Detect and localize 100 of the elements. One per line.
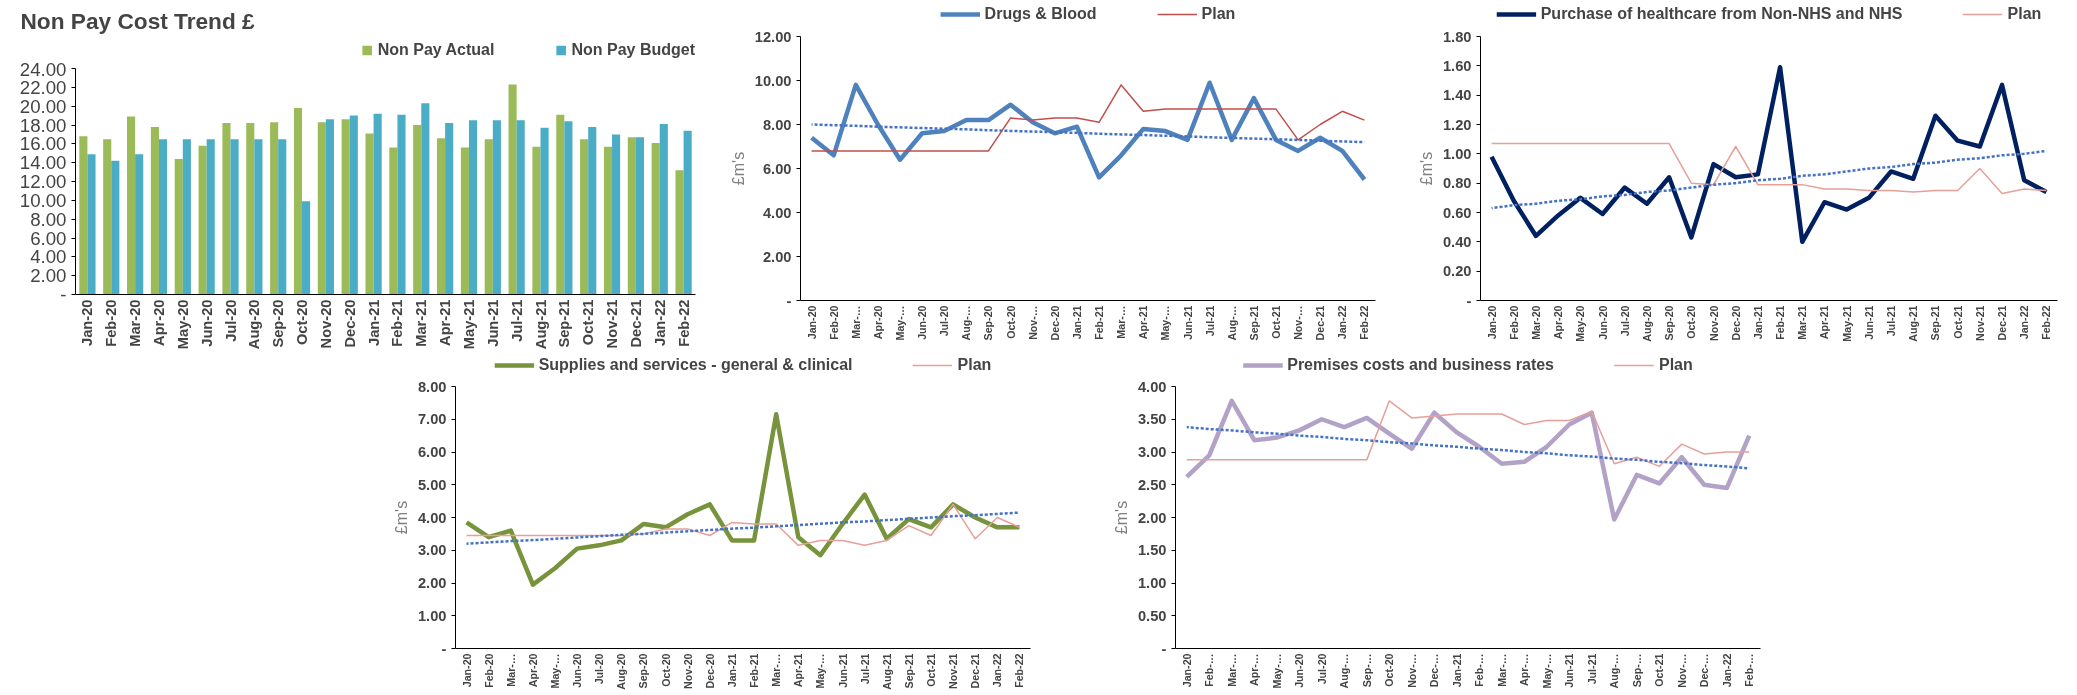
x-tick-label: Jun-20 [571, 653, 584, 688]
x-tick-label: Feb-22 [1358, 305, 1371, 340]
legend-label: Non Pay Actual [377, 41, 495, 59]
y-tick-label: - [1161, 640, 1167, 657]
bar [468, 120, 478, 295]
bar [79, 136, 88, 295]
legend-label: Plan [1201, 5, 1236, 23]
x-tick-label: Aug-… [1225, 305, 1238, 341]
x-tick-label: Dec-21 [627, 299, 644, 348]
x-tick-label: Dec-21 [1314, 305, 1327, 341]
y-tick-label: 1.40 [1442, 87, 1472, 104]
y-tick-label: 8.00 [417, 378, 447, 395]
legend-label: Supplies and services - general & clinical [538, 356, 853, 374]
x-tick-label: Oct-21 [924, 653, 937, 687]
x-tick-label: Aug-20 [615, 653, 628, 690]
x-tick-label: Jun-21 [1862, 305, 1875, 340]
y-tick-label: 4.00 [762, 204, 792, 221]
y-tick-label: 20.00 [19, 95, 67, 117]
x-tick-label: Nov-… [1405, 653, 1418, 688]
x-tick-label: Nov-20 [317, 299, 334, 349]
y-tick-label: 4.00 [1137, 378, 1167, 395]
x-tick-label: Mar-20 [127, 299, 144, 347]
bar [230, 139, 239, 295]
bar [675, 170, 684, 295]
x-tick-label: Nov-20 [681, 653, 694, 690]
x-tick-label: Jun-20 [1596, 305, 1609, 340]
x-tick-label: Jun-21 [836, 653, 849, 688]
x-tick-label: Jun-21 [484, 299, 501, 347]
x-tick-label: Jan-22 [2018, 305, 2031, 340]
y-tick-label: 3.50 [1137, 411, 1167, 428]
x-tick-label: Jul-20 [222, 299, 239, 342]
bar [508, 84, 517, 295]
y-tick-label: 1.00 [1442, 145, 1472, 162]
y-tick-label: 12.00 [19, 171, 67, 192]
y-tick-label: - [60, 284, 67, 305]
bar [270, 122, 279, 295]
bar [445, 123, 454, 295]
x-tick-label: Feb-22 [2040, 305, 2053, 340]
x-tick-label: Nov-… [1026, 305, 1039, 340]
y-axis-title: £m's [1417, 151, 1435, 186]
chart-title: Non Pay Cost Trend £ [20, 7, 256, 34]
bar [182, 139, 191, 295]
x-tick-label: Aug-20 [246, 299, 263, 350]
x-tick-label: Jan-22 [1336, 305, 1349, 340]
line-series [464, 412, 1022, 587]
bar [540, 127, 549, 295]
x-tick-label: Apr-… [1518, 653, 1531, 687]
bar [325, 119, 334, 295]
x-tick-label: Jan-20 [1180, 653, 1193, 688]
x-tick-label: Oct-21 [1269, 305, 1282, 339]
bar [627, 137, 636, 295]
y-tick-label: 18.00 [19, 114, 67, 136]
y-tick-label: 0.60 [1442, 204, 1472, 221]
line-series [810, 84, 1366, 152]
line-series [1186, 400, 1750, 468]
bar [564, 121, 573, 295]
x-tick-label: Jul-20 [1618, 305, 1631, 337]
x-tick-label: Jun-21 [1563, 653, 1576, 688]
bar [516, 120, 525, 295]
x-tick-label: Dec-… [1428, 653, 1441, 688]
x-tick-label: May-… [1159, 305, 1172, 341]
x-tick-label: Jul-21 [1585, 653, 1598, 685]
bar [484, 139, 493, 295]
bar [222, 123, 231, 295]
x-tick-label: Sep-20 [1663, 305, 1676, 341]
bar [612, 134, 621, 295]
x-tick-label: Sep-20 [270, 299, 287, 348]
y-tick-label: 6.00 [30, 227, 67, 249]
x-tick-label: Jul-21 [1203, 305, 1216, 337]
x-tick-label: Jul-21 [1885, 305, 1898, 337]
x-tick-label: Aug-… [1608, 653, 1621, 689]
bar [293, 108, 303, 295]
x-tick-label: Jan-21 [1070, 305, 1083, 340]
x-tick-label: Feb-… [1473, 653, 1486, 687]
bar [278, 139, 287, 295]
bar [198, 145, 207, 295]
y-tick-label: 1.60 [1442, 57, 1472, 74]
x-tick-label: Nov-21 [1973, 305, 1986, 342]
x-tick-label: Feb-20 [103, 299, 120, 347]
x-tick-label: May-20 [1574, 305, 1587, 342]
x-tick-label: Feb-20 [482, 653, 495, 688]
bar [556, 114, 565, 295]
x-tick-label: Oct-20 [294, 299, 311, 346]
x-tick-label: Nov-20 [1707, 305, 1720, 342]
bar [254, 139, 263, 295]
x-tick-label: Apr-21 [792, 653, 805, 688]
x-tick-label: Jan-21 [725, 653, 738, 688]
line-series [809, 80, 1367, 182]
y-tick-label: 0.40 [1442, 233, 1472, 250]
y-tick-label: 2.00 [762, 248, 792, 265]
x-tick-label: Sep-… [1630, 653, 1643, 688]
x-tick-label: Feb-22 [1013, 653, 1026, 688]
bar [341, 119, 350, 295]
x-tick-label: Jan-20 [79, 299, 96, 346]
y-tick-label: 2.00 [417, 575, 447, 591]
x-tick-label: Sep-20 [982, 305, 995, 341]
x-tick-label: May-… [1270, 653, 1283, 689]
x-tick-label: Apr-… [1248, 653, 1261, 687]
y-tick-label: 7.00 [417, 411, 447, 428]
y-tick-label: 8.00 [762, 116, 792, 133]
